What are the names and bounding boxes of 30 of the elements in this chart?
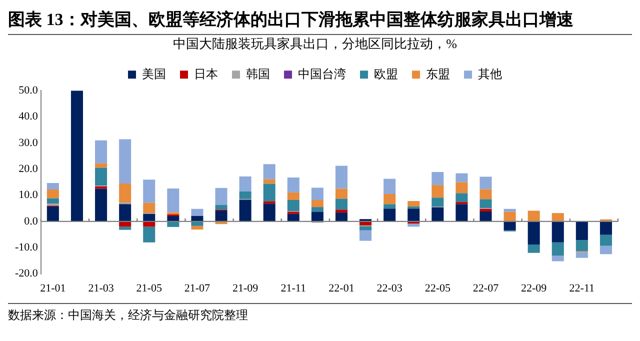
- chart-title: 图表 13：对美国、欧盟等经济体的出口下滑拖累中国整体纺服家具出口增速: [8, 8, 632, 35]
- legend-label: 日本: [194, 66, 218, 81]
- y-tick-label: 50.0: [18, 84, 38, 96]
- y-tick-label: -20.0: [14, 268, 38, 280]
- x-tick-label: 21-01: [40, 282, 66, 294]
- x-tick-label: 21-03: [88, 282, 114, 294]
- x-tick-label: 22-05: [424, 282, 451, 294]
- chart-subtitle: 中国大陆服装玩具家具出口，分地区同比拉动，%: [173, 36, 458, 52]
- x-tick-label: 21-09: [232, 282, 259, 294]
- x-tick-label: 22-01: [328, 282, 354, 294]
- y-tick-label: 0.0: [24, 215, 38, 228]
- legend-label: 其他: [478, 66, 502, 81]
- y-tick-label: 20.0: [18, 163, 38, 176]
- x-tick-label: 21-07: [184, 282, 211, 294]
- x-tick-label: 21-05: [136, 282, 162, 294]
- y-tick-label: 40.0: [18, 110, 38, 123]
- x-tick-label: 22-09: [521, 282, 548, 294]
- legend-label: 东盟: [426, 66, 450, 81]
- legend-label: 美国: [142, 66, 166, 81]
- y-tick-label: -10.0: [14, 242, 38, 254]
- x-tick-label: 21-11: [280, 282, 306, 294]
- legend-label: 欧盟: [374, 66, 398, 81]
- y-tick-label: 30.0: [18, 136, 38, 149]
- x-tick-label: 22-11: [569, 282, 595, 294]
- y-tick-label: 10.0: [18, 189, 38, 202]
- source-note: 数据来源：中国海关，经济与金融研究院整理: [8, 303, 632, 324]
- legend-label: 中国台湾: [298, 66, 346, 81]
- x-tick-label: 22-07: [472, 282, 500, 294]
- x-tick-label: 22-03: [376, 282, 403, 294]
- legend-label: 韩国: [246, 66, 270, 81]
